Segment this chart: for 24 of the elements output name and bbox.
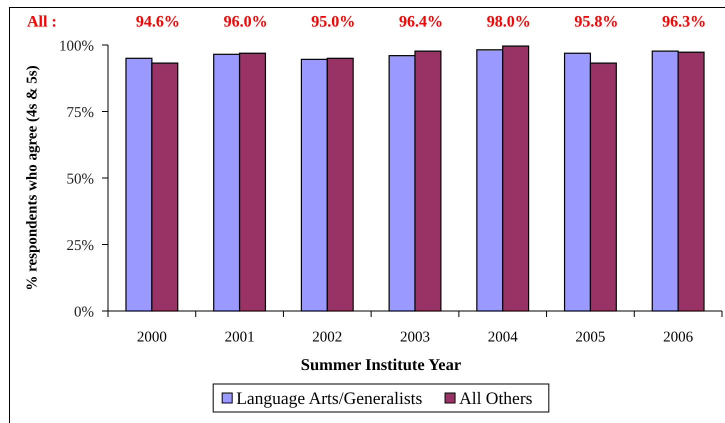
x-tick-label: 2004 [488, 329, 518, 346]
text: All : [27, 14, 57, 31]
text: 95.0% [311, 14, 356, 31]
y-tick-label: 100% [59, 38, 94, 54]
x-tick-label: 2005 [575, 329, 606, 346]
text: 95.8% [574, 14, 618, 31]
x-tick-label: 2001 [224, 329, 255, 346]
y-tick-label: 25% [66, 238, 94, 254]
y-tick-label: 0% [74, 304, 94, 320]
y-tick-label: 50% [66, 171, 94, 188]
legend-label: All Others [459, 388, 533, 408]
x-tick-label: 2000 [136, 329, 167, 346]
x-axis-title: Summer Institute Year [300, 354, 462, 374]
x-tick-label: 2003 [400, 329, 430, 346]
legend-label: Language Arts/Generalists [236, 388, 423, 408]
x-tick-label: 2006 [663, 329, 694, 346]
text: 94.6% [136, 14, 180, 31]
y-axis-title: % respondents who agree (4s & 5s) [24, 65, 40, 291]
y-tick-label: 75% [66, 104, 94, 121]
text: 98.0% [486, 14, 531, 31]
x-tick-label: 2002 [312, 329, 342, 346]
text: 96.0% [224, 14, 268, 31]
text: 96.3% [662, 14, 706, 31]
text: 96.4% [399, 14, 443, 31]
